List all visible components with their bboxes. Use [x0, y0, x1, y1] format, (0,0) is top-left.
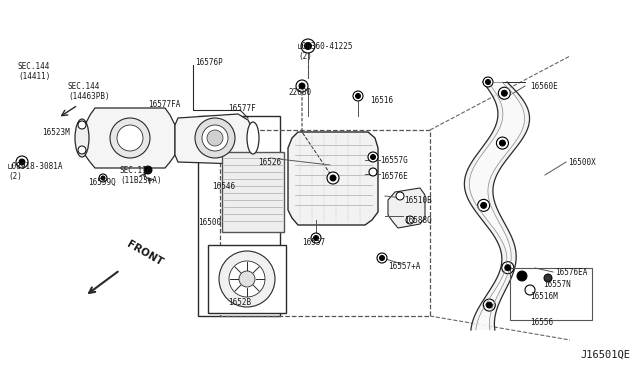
Circle shape — [299, 83, 305, 89]
Circle shape — [314, 235, 319, 241]
Text: 22680: 22680 — [288, 88, 311, 97]
Text: 16576P: 16576P — [195, 58, 223, 67]
Circle shape — [477, 199, 490, 211]
Circle shape — [239, 271, 255, 287]
Text: 16576EA: 16576EA — [555, 268, 588, 277]
Text: 16557+A: 16557+A — [388, 262, 420, 271]
Circle shape — [78, 146, 86, 154]
Ellipse shape — [75, 119, 89, 157]
Circle shape — [369, 168, 377, 176]
Circle shape — [517, 271, 527, 281]
Circle shape — [377, 253, 387, 263]
Circle shape — [371, 154, 376, 160]
Text: ⊔08360-41225
(2): ⊔08360-41225 (2) — [298, 42, 353, 61]
Circle shape — [296, 80, 308, 92]
Circle shape — [301, 39, 315, 53]
Circle shape — [144, 166, 152, 174]
Bar — [208, 245, 286, 313]
Circle shape — [380, 256, 385, 260]
Circle shape — [486, 80, 490, 84]
Text: 16557: 16557 — [302, 238, 325, 247]
Circle shape — [501, 90, 508, 96]
Circle shape — [353, 91, 363, 101]
Circle shape — [502, 262, 514, 274]
Text: 16500X: 16500X — [568, 158, 596, 167]
Circle shape — [195, 118, 235, 158]
Circle shape — [110, 118, 150, 158]
Text: 16546: 16546 — [212, 182, 235, 191]
Text: 16559Q: 16559Q — [88, 178, 116, 187]
Polygon shape — [388, 188, 425, 228]
Circle shape — [396, 192, 404, 200]
Circle shape — [483, 299, 495, 311]
Circle shape — [207, 130, 223, 146]
Ellipse shape — [247, 122, 259, 154]
Text: SEC.144
(14411): SEC.144 (14411) — [18, 62, 51, 81]
Bar — [198, 116, 280, 316]
Text: 16556: 16556 — [530, 318, 553, 327]
Circle shape — [305, 42, 312, 49]
Circle shape — [101, 176, 105, 180]
Circle shape — [544, 274, 552, 282]
Circle shape — [78, 121, 86, 129]
Text: SEC.144
(14463PB): SEC.144 (14463PB) — [68, 82, 109, 102]
Text: 16577FA: 16577FA — [148, 100, 180, 109]
Text: 16523M: 16523M — [42, 128, 70, 137]
Circle shape — [117, 125, 143, 151]
Text: 16500: 16500 — [198, 218, 221, 227]
Text: 16557N: 16557N — [543, 280, 571, 289]
Text: FRONT: FRONT — [125, 240, 164, 268]
Circle shape — [406, 216, 414, 224]
Text: J16501QE: J16501QE — [580, 350, 630, 360]
Text: 1652B: 1652B — [228, 298, 251, 307]
Text: 16516: 16516 — [370, 96, 393, 105]
Circle shape — [505, 265, 511, 271]
Circle shape — [368, 152, 378, 162]
Text: 16560E: 16560E — [530, 82, 557, 91]
Text: 16510B: 16510B — [404, 196, 432, 205]
Circle shape — [483, 77, 493, 87]
Circle shape — [486, 302, 492, 308]
Circle shape — [499, 140, 506, 146]
Bar — [222, 152, 284, 232]
Text: SEC.11B
(11B23+A): SEC.11B (11B23+A) — [120, 166, 162, 185]
Polygon shape — [288, 132, 378, 225]
Circle shape — [202, 125, 228, 151]
Polygon shape — [175, 114, 252, 164]
Circle shape — [355, 93, 360, 99]
Text: ⊔08918-3081A
(2): ⊔08918-3081A (2) — [8, 162, 63, 182]
Text: 16516M: 16516M — [530, 292, 557, 301]
Text: 16588Q: 16588Q — [404, 216, 432, 225]
Circle shape — [99, 174, 107, 182]
Circle shape — [19, 159, 25, 165]
Circle shape — [311, 233, 321, 243]
Circle shape — [229, 261, 265, 297]
Bar — [220, 130, 430, 316]
Circle shape — [525, 285, 535, 295]
Text: 16557G: 16557G — [380, 156, 408, 165]
Circle shape — [327, 172, 339, 184]
Bar — [510, 268, 592, 320]
Text: 16526: 16526 — [258, 158, 281, 167]
Text: 16577F: 16577F — [228, 104, 256, 113]
Circle shape — [499, 87, 510, 99]
Circle shape — [330, 175, 336, 181]
Text: 16576E: 16576E — [380, 172, 408, 181]
Circle shape — [481, 202, 486, 208]
Circle shape — [16, 156, 28, 168]
Circle shape — [497, 137, 508, 149]
Polygon shape — [85, 108, 175, 168]
Circle shape — [219, 251, 275, 307]
